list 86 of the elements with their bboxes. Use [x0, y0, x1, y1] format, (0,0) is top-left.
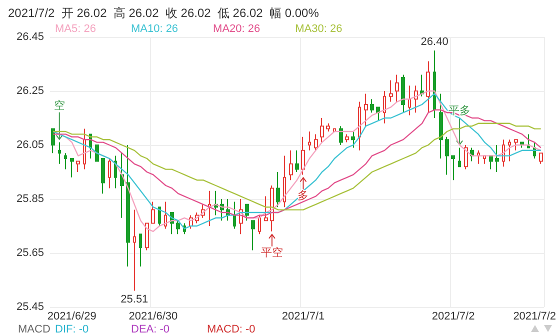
- candlestick: [133, 209, 136, 292]
- y-tick-label: 26.05: [16, 139, 44, 151]
- candlestick: [51, 128, 55, 154]
- candlestick: [489, 155, 493, 170]
- candlestick: [58, 142, 61, 164]
- y-tick-label: 25.85: [16, 193, 44, 205]
- candlestick: [76, 160, 80, 172]
- candlestick: [395, 74, 399, 102]
- candlestick: [514, 139, 518, 151]
- text: MA10: 26: [130, 23, 178, 35]
- candlestick: [208, 190, 211, 226]
- candlestick: [383, 90, 386, 124]
- annotation: 25.51: [120, 293, 148, 306]
- candlestick: [176, 220, 180, 235]
- candlestick: [376, 106, 380, 122]
- text: DEA: -0: [131, 324, 170, 335]
- text: DIF: -0: [55, 324, 89, 335]
- candlestick: [389, 80, 393, 102]
- candlestick: [439, 93, 443, 159]
- x-tick-label: 2021/7/1: [282, 310, 325, 322]
- candlestick: [458, 147, 461, 168]
- x-tick-label: 2021/7/2: [432, 310, 475, 322]
- candlestick: [433, 50, 436, 118]
- candlestick: [158, 206, 161, 226]
- candlestick: [295, 150, 299, 172]
- text: MACD: -0: [207, 324, 256, 335]
- text: MA30: 26: [295, 23, 342, 35]
- annotation: 平空: [260, 246, 283, 259]
- candlestick: [326, 122, 330, 132]
- candlestick: [370, 98, 374, 114]
- annotation: 空: [54, 98, 65, 112]
- candlestick: [283, 155, 286, 208]
- line-series: [52, 122, 542, 210]
- candlestick: [214, 190, 218, 216]
- candlestick: [289, 150, 293, 181]
- candlestick: [351, 131, 355, 148]
- candlestick: [401, 74, 405, 114]
- candlestick: [358, 101, 361, 151]
- text: MA20: 26: [213, 23, 260, 35]
- candlestick: [251, 220, 255, 251]
- candlestick: [445, 136, 449, 176]
- candlestick: [539, 152, 543, 164]
- candlestick: [508, 139, 511, 162]
- candlestick: [264, 196, 268, 222]
- candlestick: [339, 126, 343, 146]
- chart-title: 2021/7/2 开 26.02 高 26.02 收 26.02 低 26.02 幅 0.00%: [8, 6, 320, 20]
- candlestick: [426, 60, 430, 114]
- candlestick: [408, 85, 411, 116]
- candlestick: [258, 214, 261, 235]
- candlestick: [495, 144, 499, 172]
- candlestick: [420, 74, 424, 97]
- candlestick: [233, 201, 236, 230]
- y-tick-label: 25.65: [16, 247, 44, 259]
- candlestick: [64, 152, 67, 170]
- candlestick: [308, 131, 311, 151]
- candlestick: [126, 144, 130, 267]
- candlestick: [151, 201, 155, 224]
- candlestick: [276, 172, 280, 208]
- candlestick: [527, 134, 530, 148]
- x-tick-label: 2021/6/30: [128, 310, 178, 322]
- text: MA5: 26: [55, 23, 96, 35]
- candlestick: [114, 155, 117, 189]
- candlestick: [70, 158, 74, 178]
- candlestick: [301, 136, 305, 176]
- candlestick: [95, 144, 99, 162]
- x-tick-label: 2021/6/29: [47, 310, 96, 322]
- y-tick-label: 26.25: [16, 85, 44, 97]
- annotation: 多: [298, 190, 309, 202]
- candlestick: [220, 198, 224, 222]
- candlestick: [101, 158, 105, 194]
- candlestick: [314, 134, 318, 151]
- candlestick: [364, 93, 368, 127]
- y-tick-label: 26.45: [16, 31, 44, 43]
- candlestick: [164, 201, 167, 230]
- candlestick: [320, 118, 324, 143]
- text: MACD: [18, 324, 50, 335]
- x-tick-label: 2021/7/2: [513, 310, 556, 322]
- y-tick-label: 25.45: [16, 301, 44, 313]
- candlestick: [451, 155, 455, 181]
- candlestick: [145, 222, 149, 251]
- candlestick: [345, 134, 349, 143]
- annotation: 26.40: [420, 36, 448, 48]
- candlestick: [108, 158, 111, 189]
- candlestick: [139, 234, 142, 267]
- candlestick: [464, 144, 468, 170]
- candlestick: [120, 152, 124, 218]
